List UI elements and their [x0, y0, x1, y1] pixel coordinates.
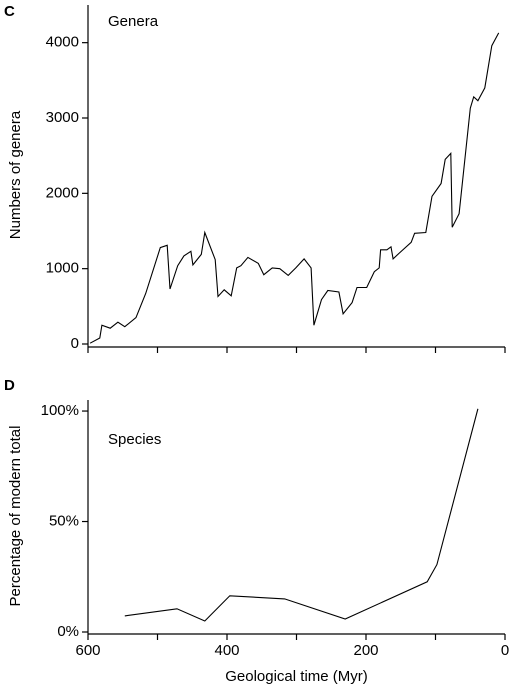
y-tick-label: 3000 — [46, 109, 79, 126]
x-axis-label: Geological time (Myr) — [225, 668, 368, 685]
y-tick-label: 2000 — [46, 184, 79, 201]
y-tick-label: 1000 — [46, 260, 79, 277]
annotation: Genera — [108, 13, 159, 30]
x-tick-label: 600 — [75, 642, 100, 659]
y-axis-label: Numbers of genera — [7, 110, 24, 239]
y-tick-label: 4000 — [46, 34, 79, 51]
x-tick-label: 0 — [501, 642, 509, 659]
panel-label: D — [4, 377, 15, 394]
x-tick-label: 200 — [353, 642, 378, 659]
panel-label: C — [4, 3, 15, 20]
y-tick-label: 100% — [41, 402, 79, 419]
data-line — [124, 408, 479, 622]
y-tick-label: 0 — [71, 335, 79, 352]
x-tick-label: 400 — [214, 642, 239, 659]
y-tick-label: 0% — [57, 623, 79, 640]
annotation: Species — [108, 431, 161, 448]
y-axis-label: Percentage of modern total — [7, 426, 24, 607]
y-tick-label: 50% — [49, 512, 79, 529]
data-line — [89, 32, 500, 344]
